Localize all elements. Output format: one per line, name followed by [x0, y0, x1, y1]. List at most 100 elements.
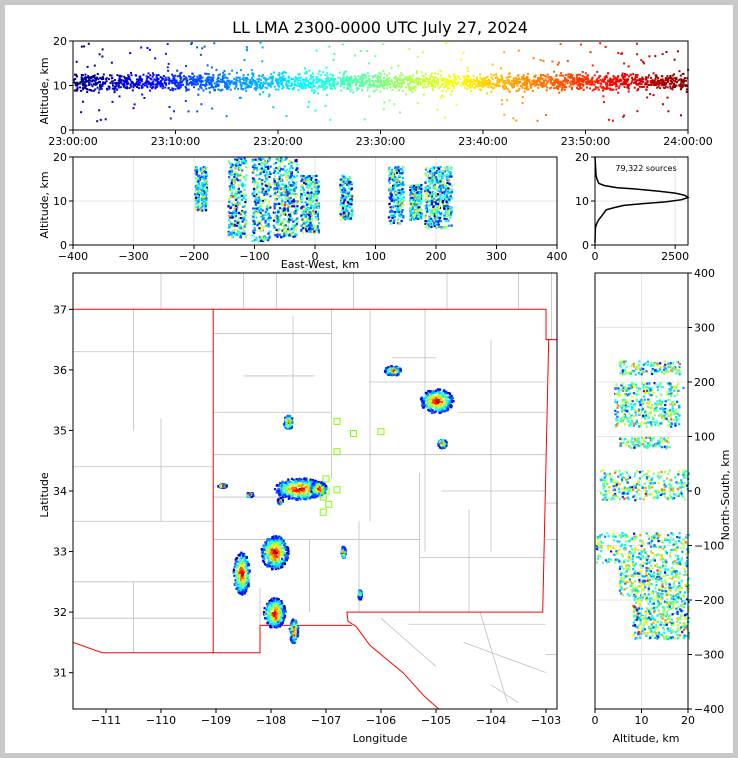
source-point [567, 73, 570, 76]
source-point [431, 174, 434, 177]
source-point [501, 103, 504, 106]
source-point [136, 78, 139, 81]
source-point [81, 79, 84, 82]
source-point [658, 83, 661, 86]
source-point [166, 43, 169, 46]
source-point [301, 218, 304, 221]
source-point [562, 85, 565, 88]
source-point [279, 223, 282, 226]
source-point [326, 72, 329, 75]
source-point [545, 89, 548, 92]
source-point [255, 237, 258, 240]
source-point [277, 88, 280, 91]
source-point [299, 83, 302, 86]
source-point [85, 88, 88, 90]
source-point [332, 75, 334, 78]
source-point [347, 180, 351, 184]
source-point [321, 82, 324, 85]
source-point [543, 74, 546, 77]
source-point [199, 167, 202, 170]
source-point [200, 175, 203, 178]
source-point [543, 80, 545, 83]
source-point [239, 69, 242, 72]
source-point [543, 85, 546, 88]
source-point [79, 86, 82, 89]
source-point [314, 210, 317, 213]
source-point [202, 172, 205, 175]
source-point [227, 232, 230, 235]
source-point [607, 87, 609, 90]
source-point [596, 81, 599, 84]
source-point [259, 168, 262, 171]
source-point [390, 193, 393, 196]
source-point [305, 78, 308, 81]
source-point [430, 225, 433, 228]
source-point [295, 193, 298, 196]
source-point [276, 178, 279, 181]
source-point [165, 82, 167, 85]
source-point [345, 195, 348, 198]
source-point [239, 81, 242, 84]
source-point [298, 73, 301, 75]
source-point [606, 84, 609, 87]
source-point [85, 84, 88, 87]
source-point [293, 87, 295, 90]
source-point [273, 168, 276, 171]
source-point [359, 77, 362, 80]
source-point [596, 86, 599, 89]
source-point [429, 181, 432, 184]
source-point [278, 165, 281, 168]
source-point [113, 79, 116, 81]
source-point [241, 185, 244, 188]
source-point [291, 224, 294, 227]
source-point [238, 217, 241, 220]
source-point [320, 79, 323, 82]
source-point [571, 74, 574, 77]
source-point [200, 81, 203, 84]
source-point [266, 185, 269, 188]
source-point [449, 195, 452, 198]
source-point [278, 228, 281, 231]
source-point [350, 88, 353, 91]
source-point [466, 80, 469, 83]
source-point [149, 85, 152, 88]
source-point [332, 78, 335, 80]
source-point [425, 78, 428, 81]
source-point [140, 84, 143, 87]
source-point [548, 79, 551, 82]
source-point [377, 77, 379, 80]
source-point [236, 162, 239, 165]
source-point [201, 209, 204, 212]
source-point [419, 80, 422, 83]
source-point [95, 76, 98, 79]
source-point [660, 75, 663, 78]
source-point [230, 222, 233, 225]
source-point [658, 80, 661, 82]
source-point [500, 74, 503, 77]
source-point [256, 184, 259, 187]
source-point [233, 207, 236, 210]
source-point [582, 89, 585, 91]
source-point [507, 72, 510, 75]
source-point [235, 228, 238, 231]
source-point [340, 80, 342, 83]
source-point [317, 190, 320, 193]
source-point [253, 194, 256, 198]
source-point [426, 189, 429, 192]
source-point [284, 158, 287, 161]
source-point [490, 90, 493, 93]
source-point [638, 78, 641, 81]
source-point [245, 222, 248, 226]
source-point [301, 83, 304, 86]
source-point [367, 75, 370, 78]
source-point [228, 200, 231, 203]
source-point [671, 81, 674, 84]
source-point [233, 173, 236, 176]
source-point [617, 87, 620, 90]
source-point [439, 170, 442, 173]
source-point [339, 85, 342, 88]
source-point [304, 193, 307, 197]
source-point [358, 84, 361, 87]
source-point [293, 211, 296, 214]
source-point [293, 200, 296, 203]
